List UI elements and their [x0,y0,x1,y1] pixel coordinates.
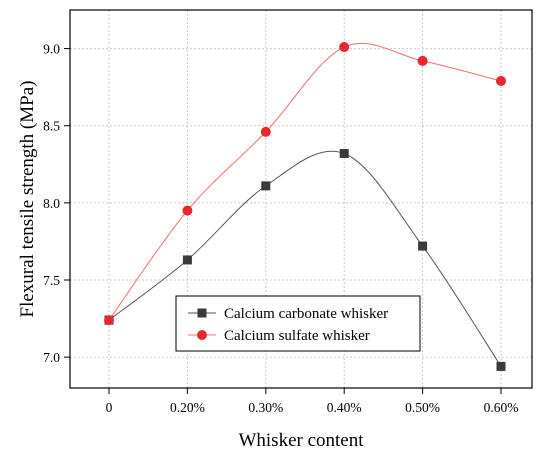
series-line-1 [108,42,502,321]
data-point-circle [417,55,428,66]
y-tick-label: 8.5 [43,119,60,134]
legend-label-sulfate: Calcium sulfate whisker [224,328,370,344]
data-point-square [339,148,349,158]
legend: Calcium carbonate whisker Calcium sulfat… [175,295,421,352]
data-point-circle [339,42,350,53]
data-point-circle [182,205,193,216]
data-point-square [182,255,192,265]
legend-box [175,295,421,352]
series-layer [104,42,506,371]
y-tick-label: 9.0 [43,42,60,57]
legend-marker-circle [197,330,207,340]
x-tick-label: 0 [106,400,113,415]
legend-label-carbonate: Calcium carbonate whisker [224,306,388,322]
x-tick-label: 0.20% [170,400,205,415]
data-point-square [496,361,506,371]
y-axis-title: Flexural tensile strength (MPa) [17,81,38,318]
grid [70,10,532,388]
x-axis-title: Whisker content [238,430,364,451]
data-point-square [418,241,428,251]
y-tick-label: 7.5 [43,273,60,288]
axes: 0 0.20% 0.30% 0.40% 0.50% 0.60% 7.0 7.5 8.0 8.5 9.… [43,42,518,415]
y-tick-label: 8.0 [43,196,60,211]
data-point-square [261,181,271,191]
x-tick-label: 0.60% [484,400,519,415]
data-point-circle [104,315,114,326]
data-point-circle [496,75,506,86]
x-tick-label: 0.40% [327,400,362,415]
plot-frame [69,9,533,389]
data-point-circle [260,126,271,137]
x-tick-label: 0.50% [405,400,440,415]
legend-marker-square [197,308,207,318]
y-tick-label: 7.0 [43,350,60,365]
x-tick-label: 0.30% [248,400,283,415]
